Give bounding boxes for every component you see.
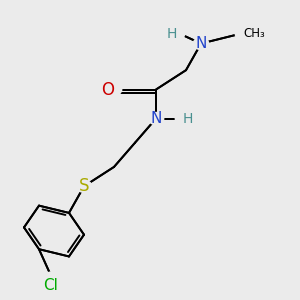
Circle shape [169,27,185,40]
Text: O: O [101,80,114,98]
Text: Cl: Cl [44,278,59,293]
Text: S: S [79,177,89,195]
Circle shape [106,83,122,96]
Text: N: N [195,36,207,51]
Text: N: N [150,111,162,126]
Text: H: H [183,112,194,125]
Text: CH₃: CH₃ [243,27,265,40]
Circle shape [175,112,191,125]
Circle shape [76,179,92,193]
Circle shape [193,37,209,50]
Circle shape [148,112,164,125]
Text: H: H [167,27,177,41]
Circle shape [235,27,251,40]
Circle shape [43,272,59,285]
